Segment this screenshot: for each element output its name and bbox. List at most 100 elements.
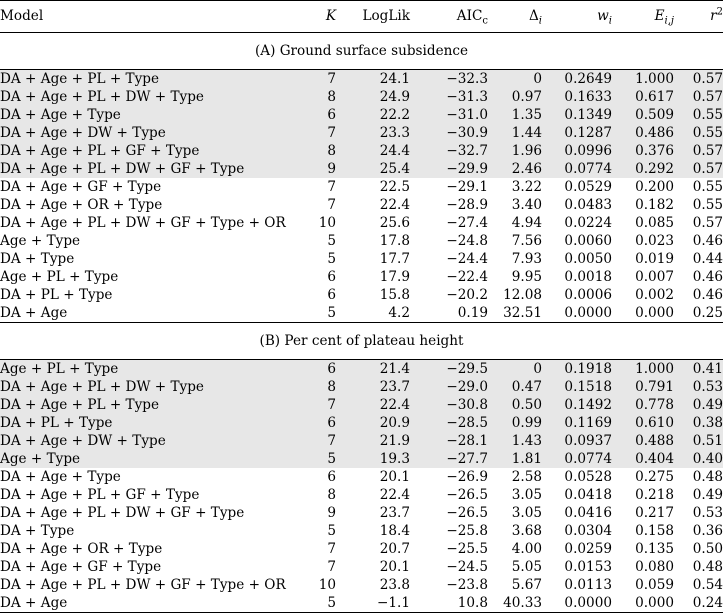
cell-k: 7	[300, 396, 336, 414]
section-header-row: (B) Per cent of plateau height	[0, 322, 723, 360]
table-row: DA + Age 5 −1.1 10.8 40.33 0.0000 0.000 0.24	[0, 594, 723, 613]
cell-e: 0.218	[635, 487, 674, 503]
cell-delta: 1.43	[488, 432, 542, 450]
table-row: DA + PL + Type 6 15.8 −20.2 12.08 0.0006 0.002…	[0, 286, 723, 304]
cell-loglik: 4.2	[336, 304, 410, 323]
cell-w: 0.1169	[542, 414, 612, 432]
header-row: Model K LogLik AICc Δi wi Ei,j r2	[0, 0, 723, 33]
cell-k: 8	[327, 487, 336, 503]
cell-w: 0.0060	[564, 233, 612, 249]
cell-k: 8	[300, 378, 336, 396]
cell-loglik: 21.4	[336, 359, 410, 378]
cell-loglik: 17.9	[379, 269, 410, 285]
cell-loglik: 20.9	[336, 414, 410, 432]
cell-delta: 3.05	[511, 487, 542, 503]
cell-w: 0.0000	[542, 594, 612, 613]
cell-r2: 0.49	[692, 487, 723, 503]
cell-model: DA + Age + PL + DW + GF + Type	[0, 505, 245, 521]
cell-k: 8	[300, 88, 336, 106]
cell-e: 1.000	[612, 69, 674, 88]
cell-aicc: 0.19	[410, 304, 488, 323]
table-row: DA + Age + GF + Type 7 22.5 −29.1 3.22 0.0529…	[0, 178, 723, 196]
cell-model: DA + Age	[0, 594, 300, 613]
cell-e: 0.182	[635, 197, 674, 213]
cell-e: 0.617	[612, 88, 674, 106]
cell-loglik: 20.7	[379, 541, 410, 557]
cell-r2: 0.53	[692, 505, 723, 521]
cell-w: 0.0774	[542, 450, 612, 468]
cell-k: 7	[300, 432, 336, 450]
cell-delta: 5.05	[511, 559, 542, 575]
cell-delta: 4.94	[511, 215, 542, 231]
cell-delta: 0.50	[488, 396, 542, 414]
cell-model: DA + Age + Type	[0, 469, 121, 485]
cell-loglik: 23.8	[379, 577, 410, 593]
cell-w: 0.0483	[564, 197, 612, 213]
cell-delta: 3.05	[511, 505, 542, 521]
cell-model: DA + Age	[0, 304, 300, 323]
cell-loglik: 25.4	[336, 160, 410, 178]
cell-k: 10	[318, 215, 336, 231]
cell-model: DA + PL + Type	[0, 414, 300, 432]
cell-k: 7	[300, 69, 336, 88]
cell-r2: 0.49	[674, 396, 723, 414]
cell-delta: 40.33	[488, 594, 542, 613]
cell-aicc: −26.9	[446, 469, 488, 485]
cell-r2: 0.44	[692, 251, 723, 267]
cell-e: 0.135	[635, 541, 674, 557]
cell-r2: 0.57	[674, 160, 723, 178]
cell-r2: 0.55	[674, 106, 723, 124]
cell-loglik: 22.4	[379, 487, 410, 503]
cell-delta: 5.67	[511, 577, 542, 593]
cell-r2: 0.46	[692, 269, 723, 285]
cell-w: 0.0416	[564, 505, 612, 521]
cell-w: 0.1492	[542, 396, 612, 414]
header-model: Model	[0, 0, 300, 33]
header-e: Ei,j	[612, 0, 674, 33]
cell-aicc: −29.1	[446, 179, 488, 195]
section-header-row: (A) Ground surface subsidence	[0, 32, 723, 70]
cell-delta: 9.95	[511, 269, 542, 285]
cell-model: DA + Type	[0, 523, 75, 539]
cell-aicc: −31.0	[410, 106, 488, 124]
cell-aicc: −28.5	[410, 414, 488, 432]
cell-model: DA + Age + Type	[0, 106, 300, 124]
cell-w: 0.0259	[564, 541, 612, 557]
cell-aicc: −26.5	[446, 487, 488, 503]
cell-k: 5	[327, 523, 336, 539]
cell-r2: 0.46	[692, 233, 723, 249]
cell-delta: 0	[488, 69, 542, 88]
cell-k: 7	[327, 197, 336, 213]
cell-w: 0.0000	[542, 304, 612, 323]
cell-w: 0.0774	[542, 160, 612, 178]
cell-model: DA + Type	[0, 251, 75, 267]
cell-e: 0.007	[635, 269, 674, 285]
header-r2: r2	[674, 0, 723, 33]
cell-loglik: 22.4	[336, 396, 410, 414]
cell-w: 0.0418	[564, 487, 612, 503]
cell-r2: 0.41	[674, 359, 723, 378]
table-row: DA + Age + PL + DW + GF + Type + OR 10 23.…	[0, 576, 723, 594]
cell-k: 5	[327, 233, 336, 249]
cell-r2: 0.55	[692, 197, 723, 213]
cell-k: 6	[327, 469, 336, 485]
cell-loglik: 22.4	[379, 197, 410, 213]
table-row: DA + Age + DW + Type 7 21.9 −28.1 1.43 0.0937…	[0, 432, 723, 450]
cell-k: 10	[318, 577, 336, 593]
cell-r2: 0.46	[692, 287, 723, 303]
cell-e: 0.275	[635, 469, 674, 485]
cell-delta: 2.58	[511, 469, 542, 485]
cell-w: 0.0224	[564, 215, 612, 231]
cell-delta: 3.22	[511, 179, 542, 195]
cell-aicc: −27.4	[446, 215, 488, 231]
cell-loglik: 23.3	[336, 124, 410, 142]
cell-e: 0.158	[635, 523, 674, 539]
cell-e: 0.610	[612, 414, 674, 432]
cell-k: 6	[300, 106, 336, 124]
cell-delta: 32.51	[488, 304, 542, 323]
cell-delta: 4.00	[511, 541, 542, 557]
cell-aicc: −28.1	[410, 432, 488, 450]
cell-e: 0.376	[612, 142, 674, 160]
cell-aicc: −24.5	[446, 559, 488, 575]
